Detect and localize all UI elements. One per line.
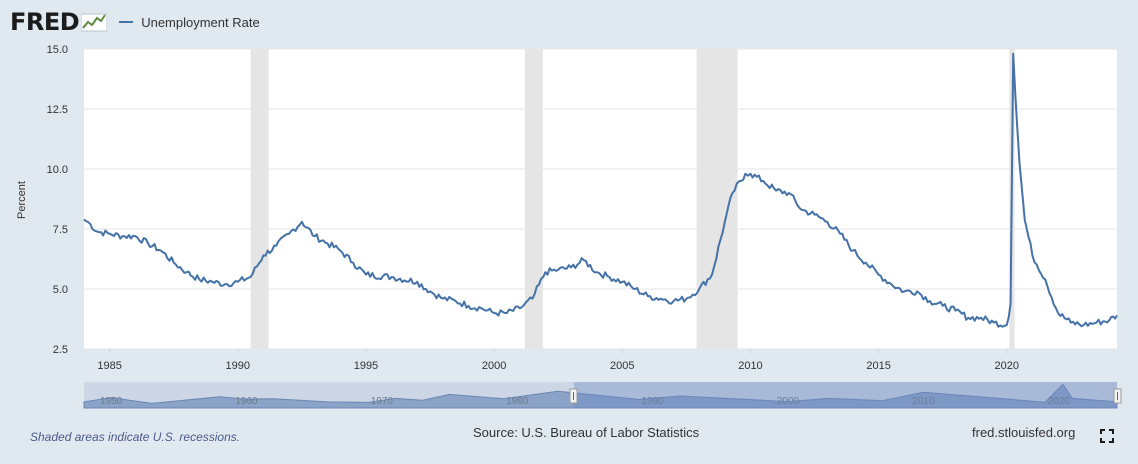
navigator-tick-label: 1990 (641, 396, 664, 407)
series-line-unemployment-rate (83, 52, 1118, 328)
navigator-tick-label: 1950 (100, 396, 123, 407)
x-tick-label: 1995 (354, 360, 378, 372)
recession-note: Shaded areas indicate U.S. recessions. (30, 430, 241, 444)
plot-area (84, 49, 1117, 349)
fullscreen-icon[interactable] (1100, 429, 1114, 443)
x-tick-label: 2010 (738, 360, 762, 372)
recession-band (524, 49, 543, 349)
source-label: Source: U.S. Bureau of Labor Statistics (473, 425, 700, 440)
navigator-tick-label: 2000 (777, 396, 800, 407)
y-axis-label: Percent (16, 181, 28, 219)
x-tick-label: 2015 (866, 360, 890, 372)
x-tick-label: 1985 (97, 360, 121, 372)
navigator-area (83, 383, 1118, 409)
x-tick-label: 2005 (610, 360, 634, 372)
x-tick-label: 2020 (995, 360, 1019, 372)
x-axis-tick-labels: 1985 1990 1995 2000 2005 2010 2015 2020 (97, 349, 1019, 372)
legend-swatch (119, 21, 134, 23)
navigator-tick-label: 1980 (506, 396, 529, 407)
navigator-tick-label: 2010 (912, 396, 935, 407)
y-tick-label: 2.5 (53, 344, 68, 356)
x-tick-label: 1990 (226, 360, 250, 372)
chart: 2.5 5.0 7.5 10.0 12.5 15.0 1985 1990 1995 2000 20… (16, 44, 1122, 409)
legend-label: Unemployment Rate (141, 14, 260, 30)
grid-group (84, 48, 1117, 350)
y-tick-label: 7.5 (53, 224, 68, 236)
y-axis-tick-labels: 2.5 5.0 7.5 10.0 12.5 15.0 (47, 44, 68, 356)
legend[interactable]: Unemployment Rate (119, 15, 260, 30)
y-tick-label: 12.5 (47, 104, 68, 116)
recession-band (250, 49, 269, 349)
navigator-tick-label: 2020 (1048, 396, 1071, 407)
x-tick-label: 2000 (482, 360, 506, 372)
y-tick-label: 10.0 (47, 164, 68, 176)
chart-header: FRED Unemployment Rate (10, 4, 260, 40)
navigator-tick-labels: 1950 1960 1970 1980 1990 2000 2010 2020 (100, 396, 1070, 407)
fred-logo-graph-icon (81, 13, 108, 32)
site-link[interactable]: fred.stlouisfed.org (972, 425, 1076, 440)
navigator-selected-range[interactable] (574, 382, 1117, 408)
recession-band (696, 49, 738, 349)
navigator-tick-label: 1960 (235, 396, 258, 407)
fred-logo-text: FRED (10, 8, 80, 36)
fred-logo[interactable]: FRED (10, 8, 108, 36)
y-tick-label: 5.0 (53, 284, 68, 296)
y-tick-label: 15.0 (47, 44, 68, 56)
navigator-tick-label: 1970 (371, 396, 394, 407)
